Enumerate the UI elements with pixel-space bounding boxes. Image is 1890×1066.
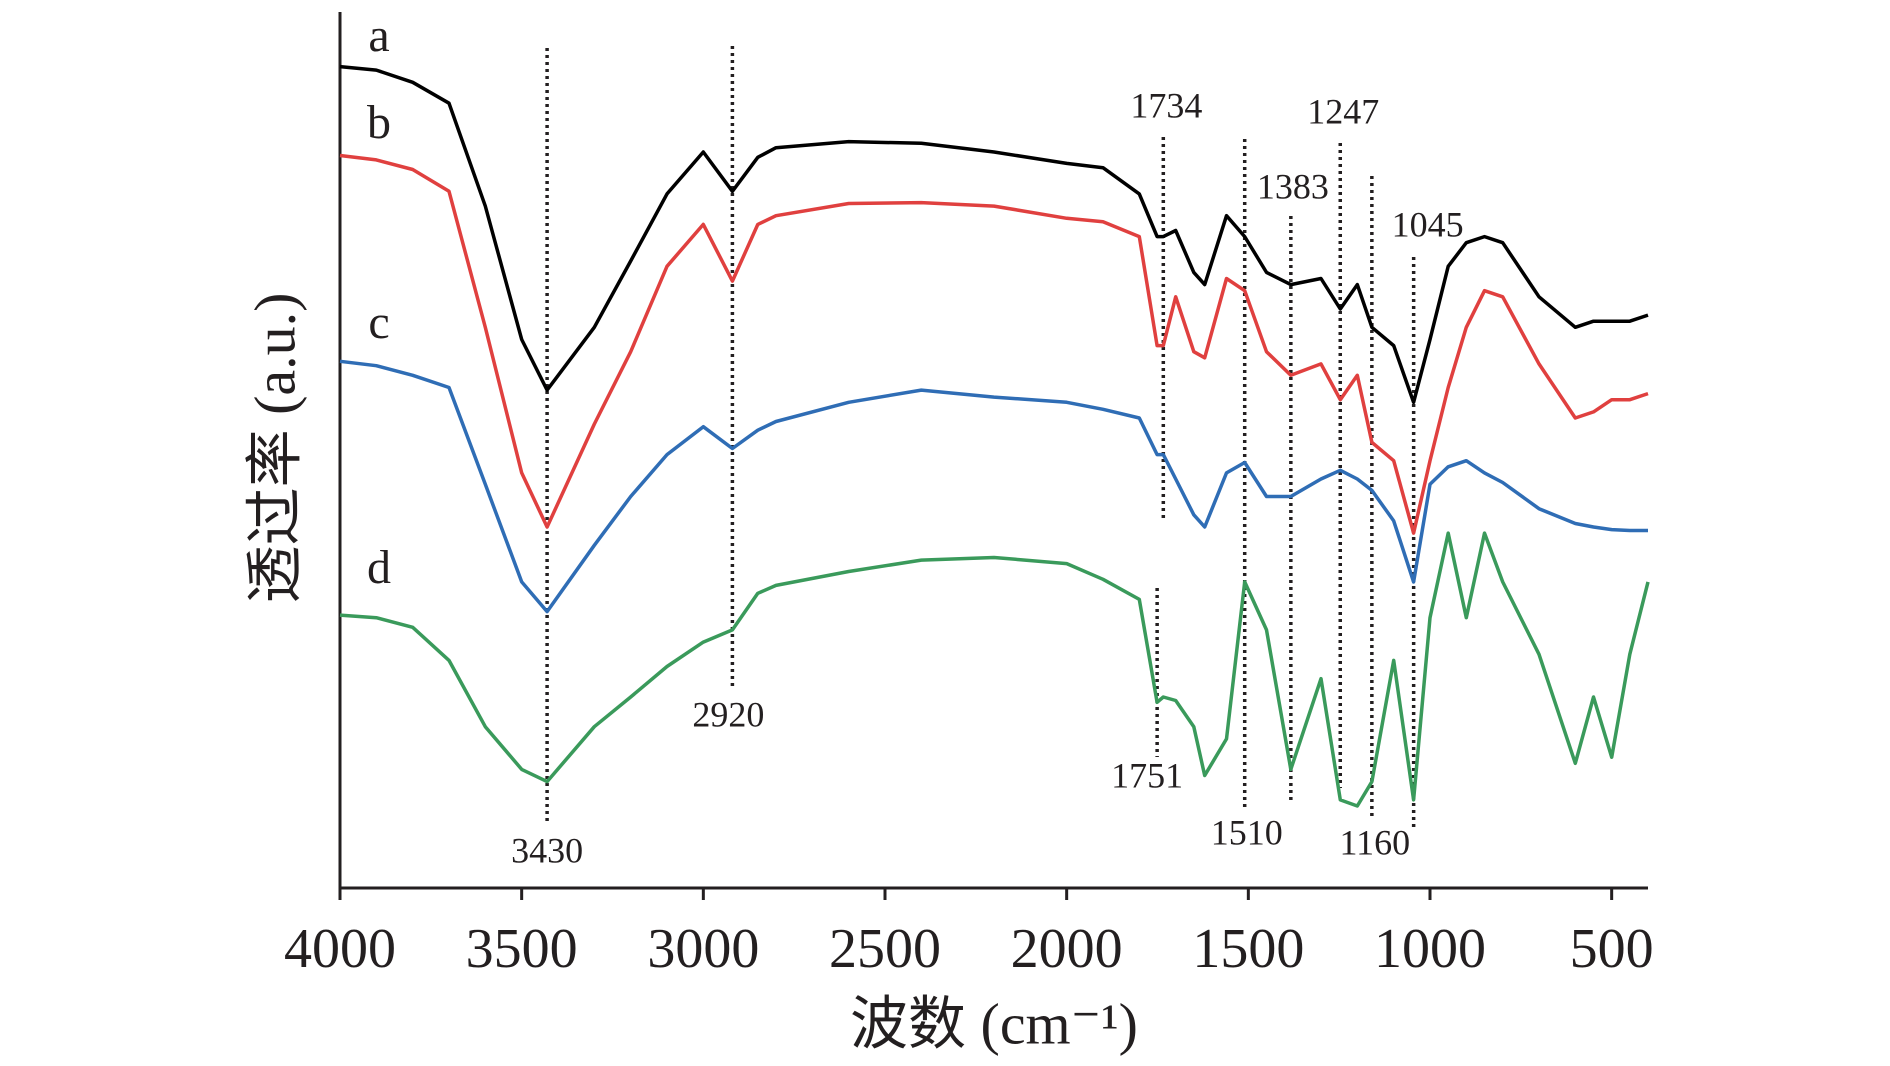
series-line <box>339 531 1650 808</box>
series-label: c <box>368 296 389 349</box>
peak-label: 1734 <box>1130 85 1202 125</box>
peak-label: 1045 <box>1392 204 1464 244</box>
y-axis-label: 透过率 (a.u.) <box>242 293 307 604</box>
x-tick-label: 1000 <box>1374 918 1486 980</box>
x-tick-label: 500 <box>1570 918 1654 980</box>
series-label: a <box>368 9 389 62</box>
peak-label: 3430 <box>511 830 583 870</box>
series-line <box>339 153 1649 535</box>
series-label: d <box>367 541 391 594</box>
peak-label: 1751 <box>1111 755 1183 795</box>
peak-label: 1160 <box>1340 822 1411 862</box>
x-tick-label: 2500 <box>829 918 941 980</box>
x-tick-label: 1500 <box>1192 918 1304 980</box>
peak-label: 1247 <box>1307 91 1379 131</box>
series-line <box>339 359 1648 614</box>
series-line <box>339 64 1649 405</box>
peak-label: 1510 <box>1211 812 1283 852</box>
peak-label: 2920 <box>692 694 764 734</box>
peak-label: 1383 <box>1257 166 1329 206</box>
x-axis-label: 波数 (cm⁻¹) <box>850 991 1138 1056</box>
x-tick-label: 3000 <box>647 918 759 980</box>
x-tick-label: 3500 <box>466 918 578 980</box>
series-label: b <box>367 96 391 149</box>
x-tick-label: 2000 <box>1011 918 1123 980</box>
x-tick-label: 4000 <box>284 918 396 980</box>
